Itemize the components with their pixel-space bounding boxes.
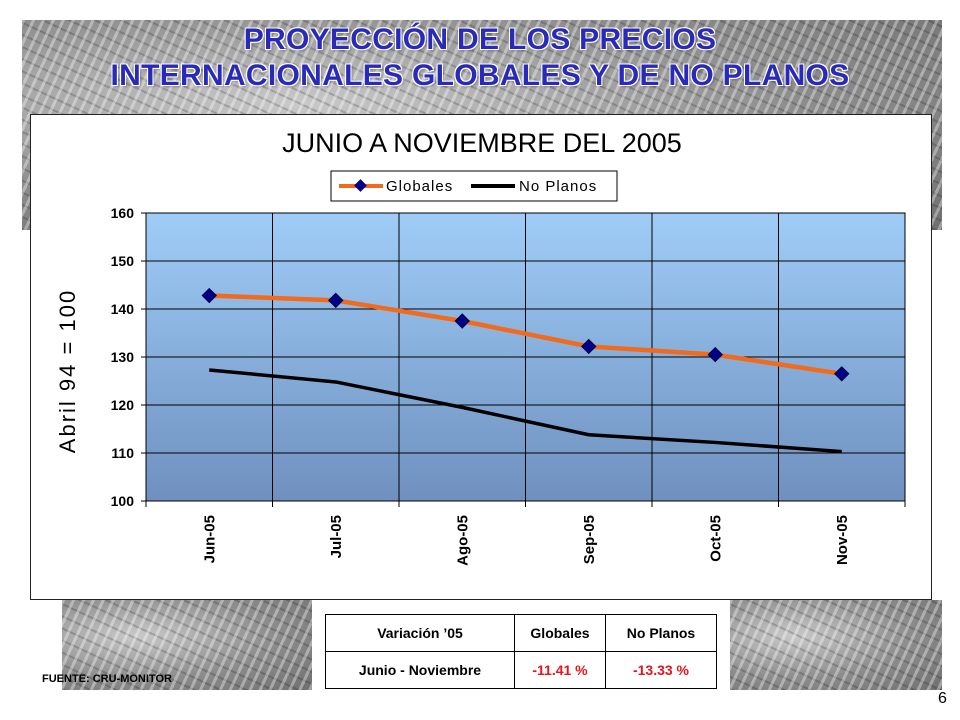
y-tick-label: 130 [111, 349, 135, 365]
slide-title-line-2: INTERNACIONALES GLOBALES Y DE NO PLANOS [110, 59, 850, 92]
x-tick-label: Jun-05 [201, 515, 218, 563]
x-tick-label: Jul-05 [328, 515, 345, 558]
x-tick-label: Ago-05 [454, 515, 471, 566]
grid-lines [146, 213, 905, 501]
data-point-globales [707, 346, 723, 363]
header-no-planos: No Planos [605, 614, 717, 652]
series-line-globales [209, 293, 843, 377]
y-tick-label: 140 [111, 301, 135, 317]
chart-title: JUNIO A NOVIEMBRE DEL 2005 [282, 128, 682, 158]
line-chart: JUNIO A NOVIEMBRE DEL 2005 Globales No P… [55, 128, 906, 566]
period-cell: Junio - Noviembre [325, 651, 515, 689]
no-planos-change-cell: -13.33 % [605, 651, 717, 689]
y-tick-label: 100 [111, 493, 135, 509]
y-tick-label: 120 [111, 397, 135, 413]
y-tick-label: 150 [111, 253, 135, 269]
legend-marker-globales [354, 179, 367, 192]
y-axis-ticks: 100 110 120 130 140 150 160 [111, 205, 146, 509]
background-texture-bottom-left [62, 600, 312, 690]
slide-title-line-1: PROYECCIÓN DE LOS PRECIOS [243, 23, 717, 56]
y-axis-label: Abril 94 = 100 [55, 289, 80, 453]
series-layer [201, 287, 850, 454]
series-line-no-planos [209, 368, 842, 454]
chart-legend: Globales No Planos [330, 170, 618, 202]
x-tick-label: Oct-05 [707, 515, 724, 562]
y-tick-label: 160 [111, 205, 135, 221]
data-point-globales [834, 366, 850, 382]
header-globales: Globales [514, 614, 606, 652]
header-variacion: Variación ’05 [325, 614, 515, 652]
legend-label-no-planos: No Planos [519, 178, 597, 195]
legend-label-globales: Globales [386, 178, 453, 195]
slide-title: PROYECCIÓN DE LOS PRECIOS INTERNACIONALE… [0, 22, 960, 94]
x-tick-label: Sep-05 [581, 515, 598, 564]
x-axis-ticks: Jun-05 Jul-05 Ago-05 Sep-05 Oct-05 Nov-05 [145, 501, 906, 566]
page-number: 6 [938, 690, 947, 707]
x-tick-label: Nov-05 [834, 515, 851, 565]
y-tick-label: 110 [111, 445, 134, 461]
variation-table: Variación ’05 Globales No Planos Junio -… [325, 614, 717, 689]
variation-table-header-row: Variación ’05 Globales No Planos [325, 614, 717, 652]
source-note: FUENTE: CRU-MONITOR [42, 673, 172, 685]
variation-table-row: Junio - Noviembre -11.41 % -13.33 % [325, 651, 717, 689]
data-point-globales [581, 338, 597, 355]
data-point-globales [328, 292, 344, 309]
background-texture-bottom-right [730, 600, 942, 690]
globales-change-cell: -11.41 % [514, 651, 606, 689]
data-point-globales [201, 287, 217, 304]
data-point-globales [454, 313, 470, 329]
chart-container: JUNIO A NOVIEMBRE DEL 2005 Globales No P… [30, 114, 932, 600]
